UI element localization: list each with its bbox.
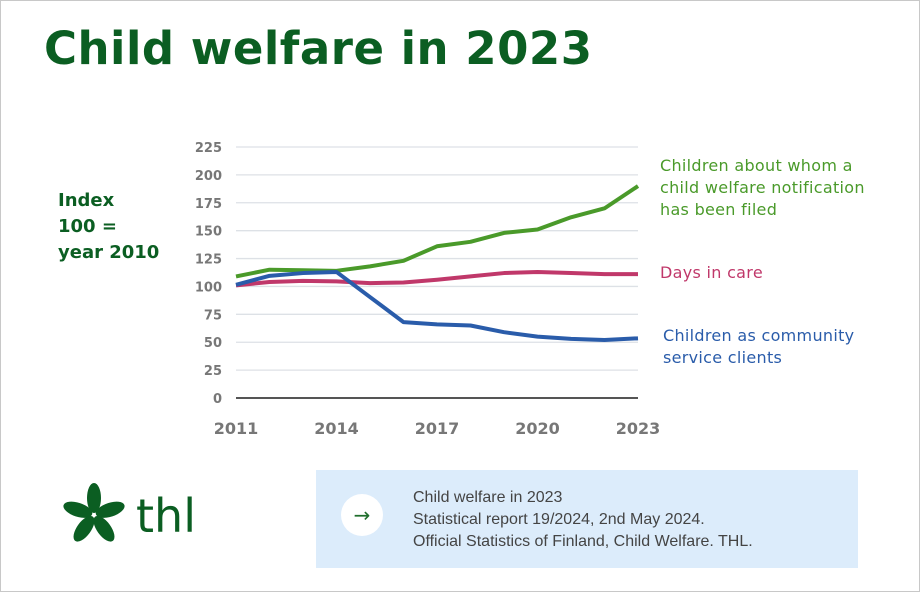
arrow-right-icon[interactable]: → bbox=[341, 494, 383, 536]
flower-icon: thl bbox=[63, 483, 196, 543]
y-tick-label: 225 bbox=[195, 141, 222, 156]
source-line-title: Child welfare in 2023 bbox=[413, 489, 563, 506]
y-tick-label: 75 bbox=[204, 308, 222, 323]
y-tick-label: 0 bbox=[213, 392, 222, 407]
series-label-notifications: Children about whom a child welfare noti… bbox=[660, 156, 865, 219]
x-tick-label: 2017 bbox=[415, 419, 460, 438]
y-tick-label: 200 bbox=[195, 169, 222, 184]
logo-text: thl bbox=[136, 489, 196, 543]
line-chart: 0 25 50 75 100 125 150 175 200 225 2011 2014 2017 202… bbox=[195, 141, 661, 438]
y-tick-label: 175 bbox=[195, 197, 222, 212]
x-tick-label: 2023 bbox=[616, 419, 661, 438]
series-label-community-service: Children as community service clients bbox=[663, 326, 855, 367]
page-title: Child welfare in 2023 bbox=[44, 22, 593, 75]
y-tick-label: 150 bbox=[195, 225, 222, 240]
y-tick-label: 125 bbox=[195, 253, 222, 268]
x-tick-label: 2014 bbox=[314, 419, 359, 438]
y-tick-label: 50 bbox=[204, 336, 222, 351]
series-line-0 bbox=[235, 184, 640, 279]
source-line-report: Statistical report 19/2024, 2nd May 2024… bbox=[413, 511, 705, 528]
y-axis-label: Index 100 = year 2010 bbox=[58, 190, 160, 263]
y-tick-label: 100 bbox=[195, 280, 222, 295]
source-text: Child welfare in 2023 Statistical report… bbox=[413, 487, 753, 553]
x-tick-label: 2020 bbox=[515, 419, 560, 438]
series-line-1 bbox=[235, 269, 638, 288]
y-tick-label: 25 bbox=[204, 364, 222, 379]
series-label-days-in-care: Days in care bbox=[660, 263, 763, 282]
source-panel: → Child welfare in 2023 Statistical repo… bbox=[316, 470, 858, 568]
x-tick-label: 2011 bbox=[214, 419, 259, 438]
series-line-2 bbox=[235, 269, 639, 342]
thl-logo: thl bbox=[60, 482, 210, 548]
source-line-publisher: Official Statistics of Finland, Child We… bbox=[413, 533, 753, 550]
